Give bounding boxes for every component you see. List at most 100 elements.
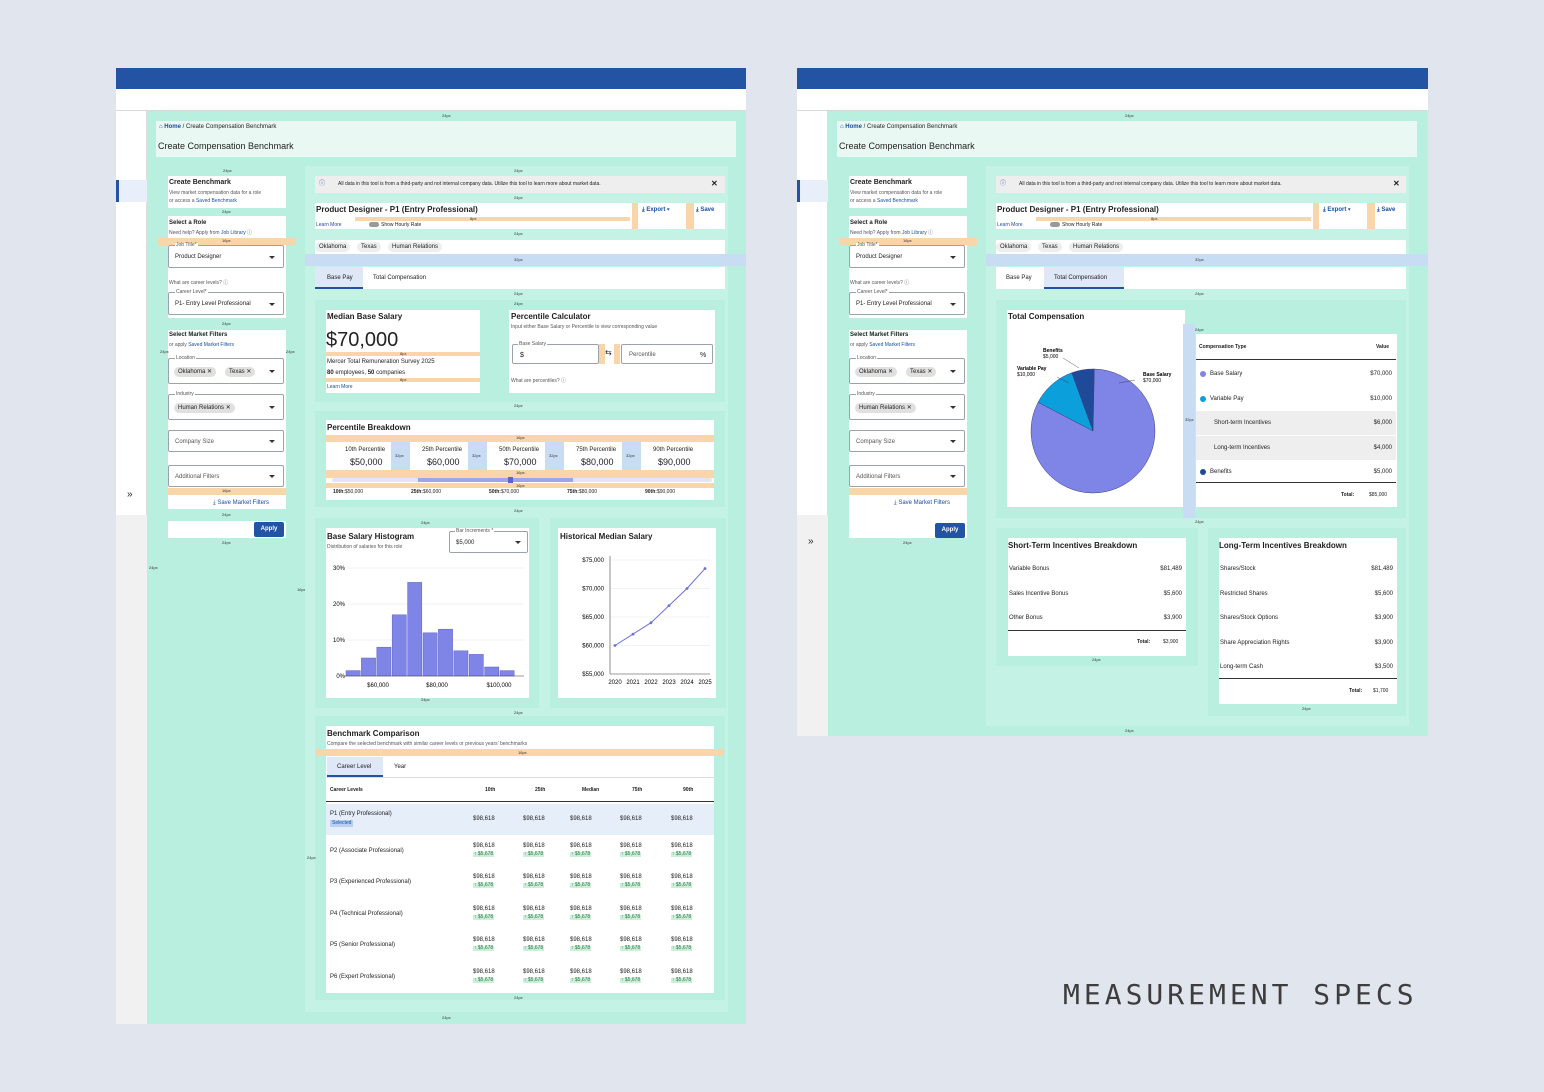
percentile-label: 50th Percentile: [499, 447, 540, 453]
median-learn-more[interactable]: Learn More: [327, 384, 353, 390]
spec-label: 24px: [222, 512, 231, 517]
lti-label: Share Appreciation Rights: [1220, 639, 1290, 646]
info-notice: ⓘ All data in this tool is from a third-…: [996, 176, 1406, 193]
apply-button[interactable]: Apply: [254, 522, 284, 537]
histogram-bar: [407, 582, 423, 677]
saved-market-filters-link[interactable]: Saved Market Filters: [188, 342, 235, 348]
benchmark-value: $98,618: [671, 968, 693, 975]
table-row[interactable]: P1 (Entry Professional) Selected $98,618 $9…: [326, 804, 714, 835]
export-button[interactable]: ⤓ Export ▾: [1323, 207, 1351, 213]
learn-more-link[interactable]: Learn More: [997, 222, 1023, 228]
location-chip[interactable]: Oklahoma ✕: [855, 367, 898, 377]
x-tick-label: 2025: [698, 680, 712, 686]
apply-button[interactable]: Apply: [935, 523, 965, 538]
lti-value: $5,600: [1374, 590, 1393, 597]
data-point: [649, 621, 653, 625]
total-comp-table: Compensation Type Value Base Salary $70,0…: [1196, 334, 1397, 507]
company-size-select[interactable]: Company Size: [849, 430, 965, 452]
location-select[interactable]: Location Oklahoma ✕ Texas ✕: [168, 356, 284, 384]
saved-market-filters-link[interactable]: Saved Market Filters: [869, 342, 916, 348]
table-row[interactable]: P4 (Technical Professional) $98,618 ↑ $5,6…: [326, 898, 714, 930]
industry-select[interactable]: Industry Human Relations ✕: [168, 392, 284, 420]
percentile-label: 10th Percentile: [345, 447, 386, 453]
job-title-select[interactable]: Job Title* Product Designer: [168, 243, 284, 268]
career-levels-help[interactable]: What are career levels? ⓘ: [169, 280, 229, 286]
additional-filters-select[interactable]: Additional Filters: [849, 465, 965, 487]
base-salary-input[interactable]: Base Salary $: [512, 342, 599, 364]
expand-icon[interactable]: »: [127, 489, 133, 500]
benchmark-value: $98,618: [570, 968, 592, 975]
hourly-toggle[interactable]: [369, 222, 379, 227]
location-select[interactable]: Location Oklahoma ✕ Texas ✕: [849, 356, 965, 384]
benchmark-value: $98,618: [620, 874, 642, 880]
side-nav-selected[interactable]: [116, 180, 147, 202]
tab-base-pay[interactable]: Base Pay: [315, 267, 363, 289]
chevron-down-icon: [269, 370, 275, 373]
percentiles-help[interactable]: What are percentiles? ⓘ: [511, 378, 567, 384]
learn-more-link[interactable]: Learn More: [316, 222, 342, 228]
sti-row: Sales Incentive Bonus $5,600: [1008, 582, 1186, 607]
tab-career-level[interactable]: Career Level: [327, 757, 383, 777]
breadcrumb-home[interactable]: ⌂ Home: [159, 124, 181, 130]
table-row[interactable]: P5 (Senior Professional) $98,618 ↑ $5,678 $…: [326, 930, 714, 961]
table-row[interactable]: P6 (Expert Professional) $98,618 ↑ $5,678 $…: [326, 961, 714, 993]
expand-icon[interactable]: »: [808, 536, 814, 547]
spec-label: 24px: [223, 168, 232, 173]
job-library-link[interactable]: Job Library: [901, 230, 927, 236]
location-chip[interactable]: Oklahoma ✕: [174, 367, 217, 377]
close-icon[interactable]: ✕: [711, 179, 718, 188]
career-levels-help[interactable]: What are career levels? ⓘ: [850, 280, 910, 286]
location-chip[interactable]: Texas ✕: [906, 367, 937, 377]
breadcrumb-home[interactable]: ⌂ Home: [840, 124, 862, 130]
table-row[interactable]: P2 (Associate Professional) $98,618 ↑ $5,6…: [326, 835, 714, 867]
tab-year[interactable]: Year: [394, 764, 407, 770]
sti-total-label: Total:: [1137, 639, 1151, 645]
industry-chip[interactable]: Human Relations ✕: [174, 403, 235, 413]
table-row[interactable]: P3 (Experienced Professional) $98,618 ↑ $5…: [326, 867, 714, 898]
company-size-select[interactable]: Company Size: [168, 430, 284, 452]
benchmark-value: $98,618: [671, 816, 693, 822]
saved-benchmark-link[interactable]: Saved Benchmark: [195, 198, 237, 204]
location-chip[interactable]: Texas ✕: [225, 367, 256, 377]
save-market-filters-button[interactable]: ⤓ Save Market Filters: [894, 500, 951, 506]
side-nav-selected[interactable]: [797, 180, 828, 202]
benchmark-value: $98,618: [473, 937, 495, 943]
bar-increments-select[interactable]: Bar Increments * $5,000: [449, 529, 528, 553]
spec-label: 24px: [421, 697, 430, 702]
industry-chip[interactable]: Human Relations ✕: [855, 403, 916, 413]
comp-type-value: $5,000: [1373, 469, 1392, 475]
close-icon[interactable]: ✕: [1393, 179, 1400, 188]
additional-filters-select[interactable]: Additional Filters: [168, 465, 284, 487]
career-level-select[interactable]: Career Level* P1- Entry Level Profession…: [168, 290, 284, 315]
career-level-select[interactable]: Career Level* P1- Entry Level Profession…: [849, 290, 965, 315]
tab-base-pay[interactable]: Base Pay: [1006, 275, 1032, 281]
percentile-marker[interactable]: [508, 477, 513, 483]
percentile-input[interactable]: Percentile %: [621, 344, 713, 364]
swap-icon[interactable]: ⇆: [605, 348, 612, 357]
x-tick-label: 2023: [662, 680, 676, 686]
save-button[interactable]: ⤓ Save: [1377, 207, 1396, 213]
industry-select[interactable]: Industry Human Relations ✕: [849, 392, 965, 420]
lti-card: Long-Term Incentives Breakdown Shares/St…: [1219, 538, 1397, 704]
saved-benchmark-link[interactable]: Saved Benchmark: [876, 198, 918, 204]
x-tick-label: 2020: [608, 680, 622, 686]
chevron-down-icon: [950, 370, 956, 373]
sti-label: Other Bonus: [1009, 615, 1043, 622]
job-title-select[interactable]: Job Title* Product Designer: [849, 243, 965, 268]
tab-total-comp[interactable]: Total Compensation: [1044, 267, 1124, 289]
histogram-chart: 0% 10% 20% 30% $60,000 $80,000 $100,000: [333, 566, 524, 689]
benchmark-value: $98,618: [620, 968, 642, 975]
save-button[interactable]: ⤓ Save: [696, 207, 715, 213]
spec-label: 24px: [307, 855, 316, 860]
percentile-tick: 50th:$70,000: [489, 489, 520, 495]
save-market-filters-button[interactable]: ⤓ Save Market Filters: [213, 500, 270, 506]
job-library-link[interactable]: Job Library: [220, 230, 246, 236]
histogram-bar: [391, 614, 407, 677]
export-button[interactable]: ⤓ Export ▾: [642, 207, 670, 213]
tab-total-comp[interactable]: Total Compensation: [373, 275, 427, 281]
info-notice: ⓘ All data in this tool is from a third-…: [315, 176, 725, 193]
comp-type-label: Long-term Incentives: [1214, 444, 1271, 451]
hourly-toggle[interactable]: [1050, 222, 1060, 227]
page-header: [156, 121, 736, 157]
comparison-title: Benchmark Comparison: [327, 729, 420, 738]
